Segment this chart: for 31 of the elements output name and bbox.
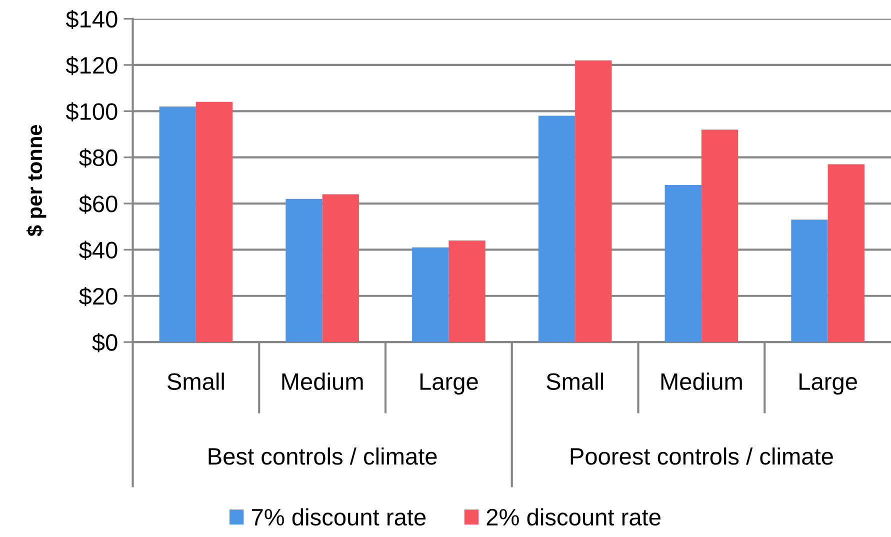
y-tick-label: $20 (79, 286, 118, 306)
x-tick-label: Large (800, 373, 857, 395)
y-axis-title: $ per tonne (26, 124, 46, 236)
bar (538, 116, 576, 342)
text: Poorest controls / climate (570, 447, 833, 465)
bar (448, 240, 486, 342)
y-tick-label: $60 (79, 194, 118, 214)
legend-label: 7% discount rate (252, 508, 426, 526)
y-tick-label: $140 (66, 10, 118, 29)
bar (701, 130, 738, 342)
y-tick-label: $0 (92, 333, 118, 352)
text: Best controls / climate (208, 447, 437, 465)
y-tick-label: $40 (79, 240, 118, 260)
bar (664, 185, 702, 342)
x-tick-label: Small (168, 372, 224, 390)
y-tick-label: $80 (79, 148, 118, 168)
bar (322, 194, 359, 342)
bar (159, 106, 196, 342)
x-tick-label: Small (546, 372, 604, 390)
bar (286, 198, 322, 342)
bar (791, 220, 828, 342)
x-tick-label: Medium (661, 372, 742, 390)
legend-label: 2% discount rate (486, 508, 660, 526)
bar (828, 164, 864, 342)
y-tick-label: $100 (66, 102, 118, 122)
x-tick-label: Medium (282, 372, 363, 390)
bar (196, 102, 233, 342)
x-tick-label: Large (420, 373, 478, 395)
bar (412, 247, 449, 342)
bar (575, 60, 612, 342)
y-tick-label: $120 (66, 56, 118, 76)
